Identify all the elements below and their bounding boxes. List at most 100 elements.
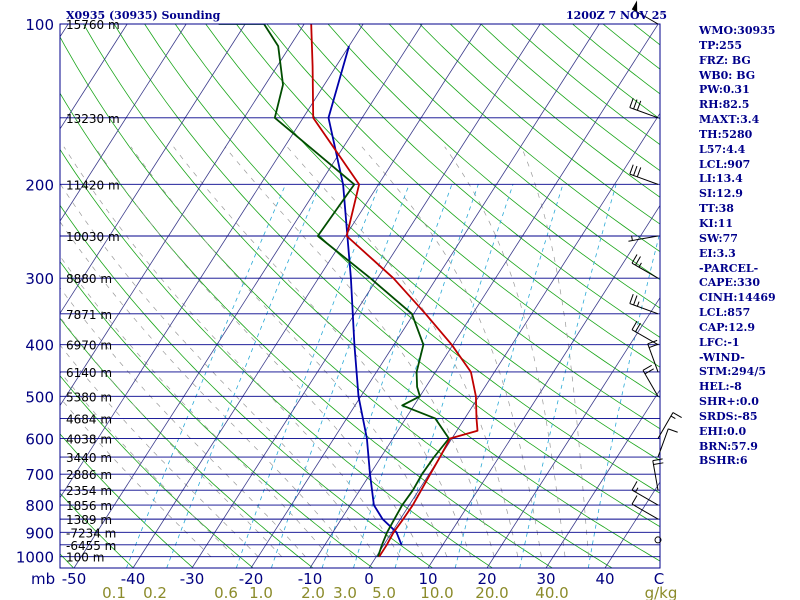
barb-full-feather xyxy=(633,165,638,176)
dry-adiabat xyxy=(388,24,660,253)
index-entry: SI:12.9 xyxy=(699,187,743,201)
pressure-label: 500 xyxy=(25,388,54,406)
barb-full-feather xyxy=(635,322,641,332)
index-entry: SHR+:0.0 xyxy=(699,395,759,409)
barb-staff xyxy=(628,235,659,242)
moist-adiabat xyxy=(94,146,424,557)
mixing-ratio-line xyxy=(271,184,410,568)
barb-full-feather xyxy=(635,256,641,266)
dry-adiabat xyxy=(174,24,660,462)
isotherm xyxy=(309,24,659,568)
barb-full-feather xyxy=(672,412,682,418)
barb-full-feather xyxy=(653,462,664,466)
wind-barb xyxy=(629,97,659,119)
moist-adiabat xyxy=(224,146,495,557)
pressure-label: 800 xyxy=(25,497,54,515)
index-entry: SW:77 xyxy=(699,231,738,245)
barb-full-feather xyxy=(631,320,638,330)
moist-adiabat xyxy=(60,255,330,557)
dry-adiabat xyxy=(358,24,660,281)
height-label: 11420 m xyxy=(66,178,120,192)
wind-barb xyxy=(631,495,659,520)
wind-barb xyxy=(628,235,659,242)
plot-background xyxy=(60,24,660,568)
barb-full-feather xyxy=(629,164,634,175)
barb-half-feather xyxy=(636,301,640,307)
barb-staff xyxy=(647,343,659,373)
pressure-label: 300 xyxy=(25,270,54,288)
moist-adiabat xyxy=(521,146,589,557)
height-label: 5380 m xyxy=(66,390,112,404)
moist-adiabat xyxy=(60,182,377,557)
mixing-ratio-line xyxy=(321,184,453,568)
wind-barb xyxy=(631,481,659,506)
moist-adiabat xyxy=(60,221,353,557)
moist-adiabat xyxy=(60,287,306,557)
barb-staff xyxy=(629,107,659,119)
isotherm xyxy=(60,24,246,315)
barb-staff xyxy=(652,460,659,491)
mixing-ratio-label: 40.0 xyxy=(535,584,568,600)
isotherm xyxy=(368,112,660,568)
index-entry: PW:0.31 xyxy=(699,83,750,97)
barb-staff xyxy=(629,303,659,315)
station-title: X0935 (30935) Sounding xyxy=(66,9,221,22)
isotherm xyxy=(545,389,660,568)
pressure-label: 700 xyxy=(25,466,54,484)
isotherm xyxy=(60,24,305,407)
mixing-ratio-label: 0.2 xyxy=(143,584,167,600)
moist-adiabat xyxy=(63,146,401,557)
index-entry: SRDS:-85 xyxy=(699,409,758,423)
mixing-ratio-label: 0.1 xyxy=(102,584,126,600)
dry-adiabat xyxy=(0,24,14,568)
height-label: 3440 m xyxy=(66,451,112,465)
temperature-tick-label: -40 xyxy=(121,570,146,588)
dry-adiabat xyxy=(786,24,800,568)
height-label: 6970 m xyxy=(66,339,112,353)
temperature-trace xyxy=(310,24,479,558)
index-entry: LCL:907 xyxy=(699,157,751,171)
index-entry: STM:294/5 xyxy=(699,365,766,379)
height-label: 100 m xyxy=(66,551,104,565)
temperature-tick-label: 40 xyxy=(595,570,614,588)
index-entry: CAPE:330 xyxy=(699,276,760,290)
barb-full-feather xyxy=(629,294,634,304)
temperature-tick-label: 0 xyxy=(364,570,374,588)
height-label: 10030 m xyxy=(66,230,120,244)
isotherm xyxy=(132,24,482,568)
moist-adiabat xyxy=(361,146,542,557)
profile-lines xyxy=(218,24,479,558)
wind-barb xyxy=(647,339,659,373)
index-entry: TT:38 xyxy=(699,202,734,216)
moist-adiabat xyxy=(286,146,519,557)
index-entry: LI:13.4 xyxy=(699,172,743,186)
isotherm xyxy=(250,24,600,568)
temperature-tick-label: -20 xyxy=(239,570,264,588)
moist-adiabat xyxy=(60,344,259,557)
index-entry: BSHR:6 xyxy=(699,454,748,468)
height-label: 4684 m xyxy=(66,412,112,426)
dry-adiabat xyxy=(327,24,660,309)
wind-barb xyxy=(642,364,659,397)
wind-barb xyxy=(629,164,659,185)
barb-staff xyxy=(629,173,659,185)
barb-full-feather xyxy=(633,295,638,306)
dry-adiabat xyxy=(60,204,433,568)
mixing-ratio-unit-label: g/kg xyxy=(645,584,678,600)
isotherm xyxy=(60,24,69,38)
mixing-ratio-line xyxy=(454,184,564,568)
isotherm xyxy=(60,24,128,130)
height-label: 1389 m xyxy=(66,513,112,527)
barb-full-feather xyxy=(642,364,652,371)
pressure-label: 600 xyxy=(25,431,54,449)
temperature-tick-label: -10 xyxy=(298,570,323,588)
dry-adiabat xyxy=(60,492,134,568)
pressure-label: 900 xyxy=(25,524,54,542)
isotherm xyxy=(60,24,364,499)
dry-adiabat xyxy=(113,24,660,528)
index-entry: TP:255 xyxy=(699,38,743,52)
dry-adiabat xyxy=(297,24,660,338)
barb-half-feather xyxy=(635,487,639,493)
